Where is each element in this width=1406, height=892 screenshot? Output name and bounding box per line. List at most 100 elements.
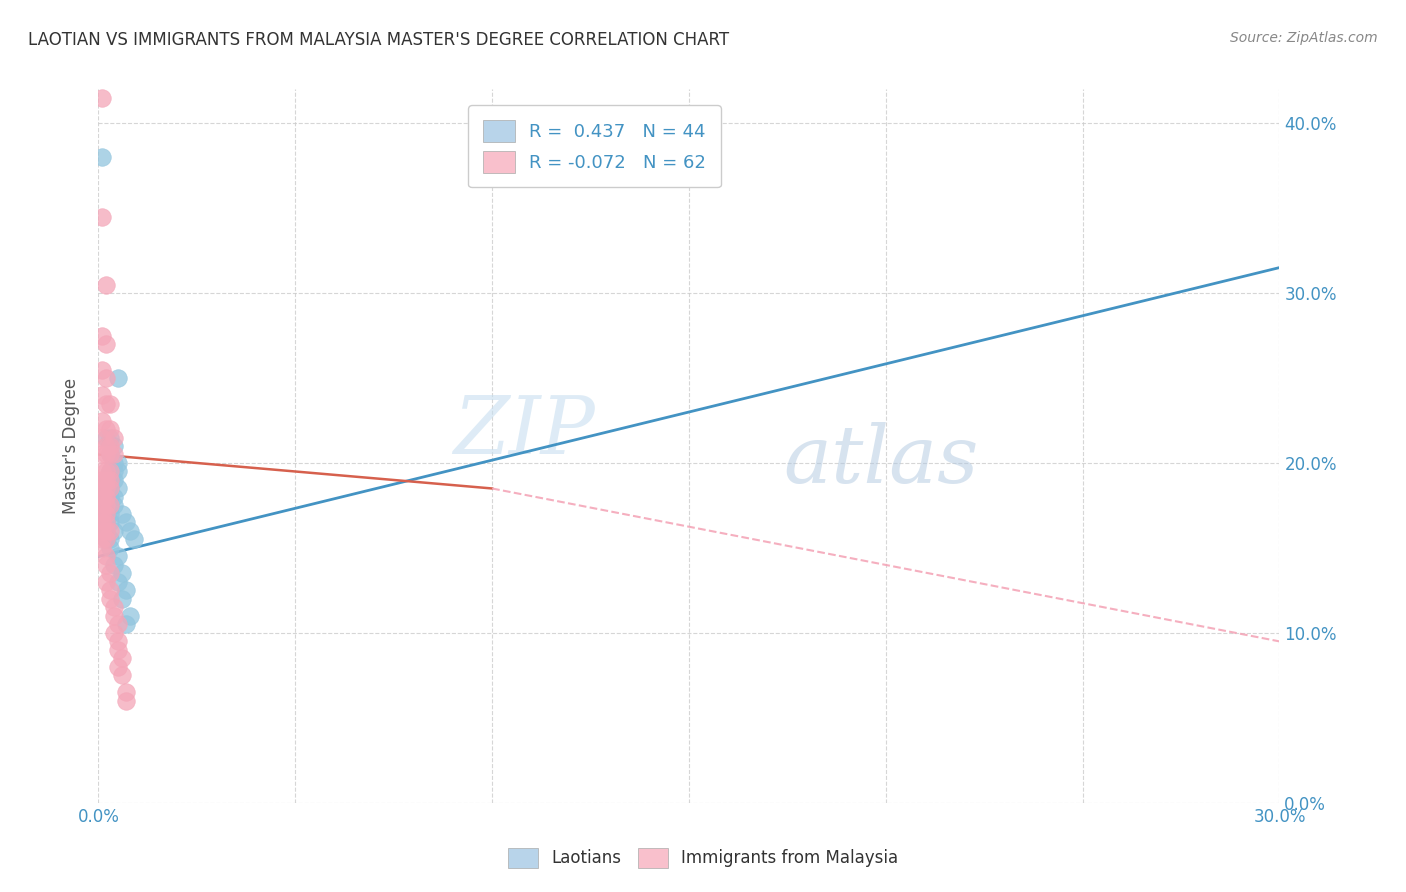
Point	[107, 574, 129, 589]
Point	[91, 362, 114, 376]
Point	[96, 574, 118, 589]
Point	[91, 388, 114, 402]
Point	[91, 541, 114, 555]
Point	[91, 507, 114, 521]
Point	[98, 499, 121, 513]
Point	[91, 150, 114, 164]
Point	[96, 549, 118, 564]
Point	[91, 473, 114, 487]
Point	[98, 473, 121, 487]
Point	[98, 448, 121, 462]
Point	[96, 524, 118, 538]
Point	[98, 482, 121, 496]
Point	[98, 583, 121, 598]
Point	[98, 490, 121, 504]
Text: Source: ZipAtlas.com: Source: ZipAtlas.com	[1230, 31, 1378, 45]
Point	[115, 516, 138, 530]
Point	[98, 482, 121, 496]
Point	[91, 533, 114, 547]
Point	[107, 465, 129, 479]
Point	[107, 617, 129, 632]
Point	[96, 499, 118, 513]
Point	[91, 210, 114, 224]
Point	[91, 430, 114, 444]
Point	[96, 490, 118, 504]
Point	[91, 328, 114, 343]
Text: LAOTIAN VS IMMIGRANTS FROM MALAYSIA MASTER'S DEGREE CORRELATION CHART: LAOTIAN VS IMMIGRANTS FROM MALAYSIA MAST…	[28, 31, 730, 49]
Point	[103, 465, 125, 479]
Text: ZIP: ZIP	[453, 393, 595, 470]
Point	[103, 490, 125, 504]
Point	[103, 524, 125, 538]
Point	[98, 422, 121, 436]
Point	[98, 430, 121, 444]
Point	[96, 448, 118, 462]
Point	[103, 558, 125, 572]
Point	[96, 507, 118, 521]
Point	[96, 490, 118, 504]
Point	[115, 694, 138, 708]
Point	[103, 499, 125, 513]
Point	[98, 591, 121, 606]
Point	[98, 473, 121, 487]
Point	[115, 617, 138, 632]
Point	[98, 439, 121, 453]
Point	[103, 600, 125, 615]
Point	[122, 533, 145, 547]
Point	[103, 456, 125, 470]
Point	[91, 482, 114, 496]
Point	[98, 499, 121, 513]
Point	[91, 516, 114, 530]
Point	[91, 524, 114, 538]
Point	[103, 608, 125, 623]
Point	[98, 507, 121, 521]
Point	[96, 516, 118, 530]
Point	[115, 583, 138, 598]
Point	[96, 473, 118, 487]
Point	[96, 482, 118, 496]
Point	[91, 413, 114, 427]
Point	[111, 668, 134, 682]
Point	[91, 490, 114, 504]
Point	[98, 396, 121, 410]
Point	[91, 91, 114, 105]
Point	[111, 591, 134, 606]
Point	[103, 439, 125, 453]
Point	[103, 448, 125, 462]
Point	[96, 337, 118, 351]
Point	[96, 465, 118, 479]
Point	[96, 371, 118, 385]
Point	[118, 608, 141, 623]
Point	[98, 448, 121, 462]
Point	[103, 430, 125, 444]
Point	[107, 456, 129, 470]
Point	[107, 660, 129, 674]
Y-axis label: Master's Degree: Master's Degree	[62, 378, 80, 514]
Point	[91, 448, 114, 462]
Point	[91, 465, 114, 479]
Point	[118, 524, 141, 538]
Legend: R =  0.437   N = 44, R = -0.072   N = 62: R = 0.437 N = 44, R = -0.072 N = 62	[468, 105, 721, 187]
Point	[96, 533, 118, 547]
Point	[96, 430, 118, 444]
Point	[111, 507, 134, 521]
Point	[96, 558, 118, 572]
Point	[111, 566, 134, 581]
Point	[98, 516, 121, 530]
Point	[96, 516, 118, 530]
Point	[96, 439, 118, 453]
Point	[96, 277, 118, 292]
Point	[98, 524, 121, 538]
Point	[107, 643, 129, 657]
Point	[98, 465, 121, 479]
Point	[96, 499, 118, 513]
Point	[96, 473, 118, 487]
Point	[96, 482, 118, 496]
Point	[111, 651, 134, 665]
Point	[107, 371, 129, 385]
Point	[107, 549, 129, 564]
Point	[96, 524, 118, 538]
Point	[98, 541, 121, 555]
Point	[91, 499, 114, 513]
Point	[96, 533, 118, 547]
